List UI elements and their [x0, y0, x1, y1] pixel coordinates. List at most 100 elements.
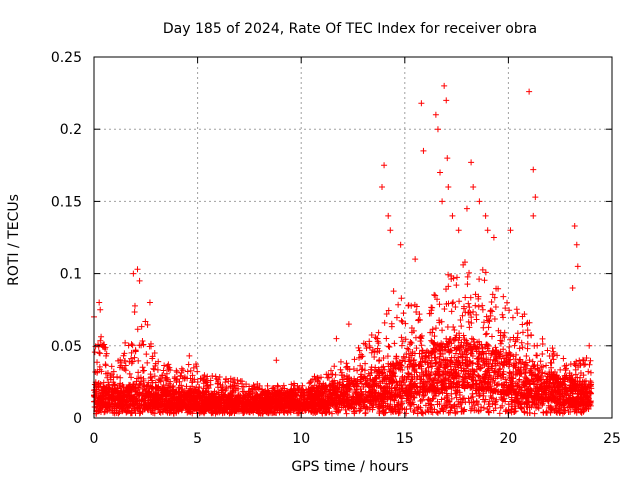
- data-point: [450, 323, 457, 330]
- data-point: [379, 370, 386, 377]
- data-point: [480, 392, 487, 399]
- data-point: [439, 382, 446, 389]
- data-point: [166, 398, 173, 405]
- data-point: [518, 339, 525, 346]
- data-point: [143, 351, 150, 358]
- data-point: [550, 396, 557, 403]
- data-point: [355, 344, 362, 351]
- data-point: [170, 386, 177, 393]
- data-point: [403, 395, 410, 402]
- data-point: [452, 363, 459, 370]
- data-point: [463, 341, 470, 348]
- data-point: [141, 383, 148, 390]
- data-point: [394, 392, 401, 399]
- data-point: [495, 327, 502, 334]
- data-point: [473, 397, 480, 404]
- data-point: [427, 404, 434, 411]
- data-point: [442, 375, 449, 382]
- data-point: [122, 362, 129, 369]
- data-point: [375, 372, 382, 379]
- data-point: [223, 398, 230, 405]
- data-point: [469, 390, 476, 397]
- data-point: [429, 381, 436, 388]
- data-point: [453, 373, 460, 380]
- data-point: [201, 372, 208, 379]
- data-point: [403, 351, 410, 358]
- data-point: [463, 360, 470, 367]
- data-point: [500, 346, 507, 353]
- data-point: [261, 404, 268, 411]
- data-point: [381, 376, 388, 383]
- data-point: [407, 338, 414, 345]
- data-point: [128, 341, 135, 348]
- data-point: [131, 354, 138, 361]
- data-point: [116, 383, 123, 390]
- data-point: [366, 372, 373, 379]
- data-point: [434, 296, 441, 303]
- data-point: [556, 409, 563, 416]
- data-point: [213, 375, 220, 382]
- data-point: [508, 409, 515, 416]
- data-point: [137, 380, 144, 387]
- data-point: [421, 392, 428, 399]
- data-point: [566, 370, 573, 377]
- data-point: [329, 371, 336, 378]
- data-point: [475, 407, 482, 414]
- data-point: [543, 362, 550, 369]
- data-point: [128, 397, 135, 404]
- data-point: [528, 332, 535, 339]
- data-point: [264, 393, 271, 400]
- data-point: [492, 368, 499, 375]
- data-point: [434, 410, 441, 417]
- data-point: [575, 387, 582, 394]
- data-point: [215, 404, 222, 411]
- data-point: [409, 348, 416, 355]
- data-point: [110, 368, 117, 375]
- data-point: [185, 361, 192, 368]
- data-point: [239, 383, 246, 390]
- data-point: [334, 401, 341, 408]
- data-point: [457, 351, 464, 358]
- data-point: [227, 383, 234, 390]
- data-point: [561, 397, 568, 404]
- data-point: [329, 397, 336, 404]
- data-point: [461, 368, 468, 375]
- data-point: [219, 396, 226, 403]
- data-point: [307, 379, 314, 386]
- data-point: [325, 374, 332, 381]
- data-point: [416, 350, 423, 357]
- data-point: [164, 363, 171, 370]
- data-point: [140, 395, 147, 402]
- data-point: [408, 352, 415, 359]
- data-point: [326, 399, 333, 406]
- data-point: [138, 323, 145, 330]
- data-point: [430, 345, 437, 352]
- data-point: [550, 351, 557, 358]
- data-point: [443, 286, 450, 293]
- data-point: [402, 320, 409, 327]
- data-point: [488, 386, 495, 393]
- data-point: [251, 394, 258, 401]
- data-point: [301, 392, 308, 399]
- data-point: [539, 396, 546, 403]
- data-point: [431, 333, 438, 340]
- data-point: [515, 365, 522, 372]
- data-point: [481, 374, 488, 381]
- data-point: [245, 392, 252, 399]
- data-point: [455, 398, 462, 405]
- data-point: [463, 351, 470, 358]
- data-point: [179, 407, 186, 414]
- data-point: [429, 329, 436, 336]
- data-point: [400, 378, 407, 385]
- data-point: [441, 364, 448, 371]
- data-point: [331, 390, 338, 397]
- data-point: [117, 374, 124, 381]
- data-point: [192, 361, 199, 368]
- data-point: [439, 327, 446, 334]
- data-point: [482, 331, 489, 338]
- data-point: [208, 409, 215, 416]
- data-point: [142, 399, 149, 406]
- data-point: [486, 398, 493, 405]
- data-point: [442, 359, 449, 366]
- data-point: [514, 336, 521, 343]
